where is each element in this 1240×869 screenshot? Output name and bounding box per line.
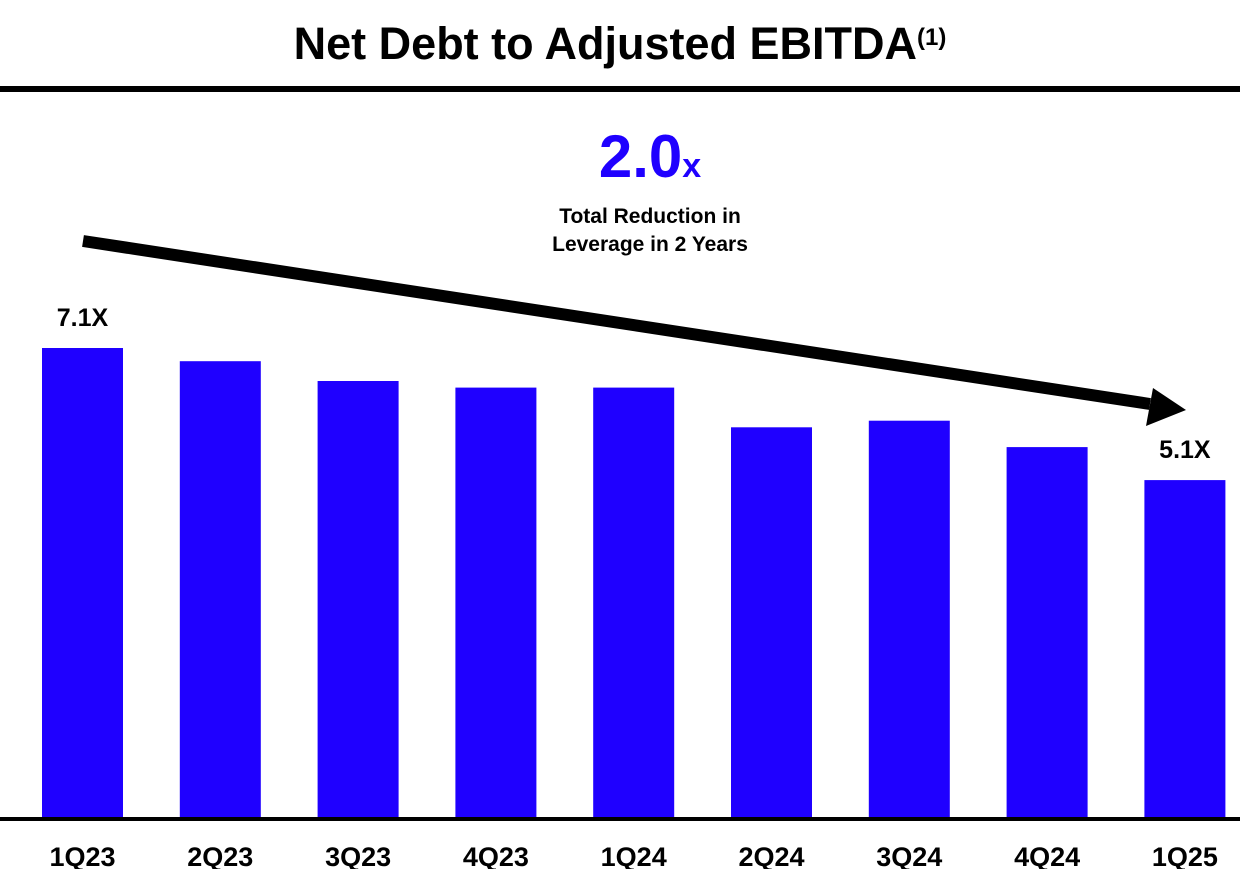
category-label-2q24: 2Q24 [738, 842, 804, 869]
chart-title-text: Net Debt to Adjusted EBITDA [293, 18, 917, 69]
chart-title: Net Debt to Adjusted EBITDA(1) [0, 14, 1240, 74]
bar-4q23 [455, 387, 537, 817]
category-label-4q24: 4Q24 [1014, 842, 1080, 869]
trend-arrow [82, 235, 1186, 426]
bar-1q24 [593, 387, 675, 817]
category-label-1q24: 1Q24 [601, 842, 667, 869]
category-label-1q23: 1Q23 [49, 842, 115, 869]
data-label-1q23: 7.1X [57, 304, 109, 332]
bar-3q24 [868, 420, 950, 817]
category-label-2q23: 2Q23 [187, 842, 253, 869]
category-label-4q23: 4Q23 [463, 842, 529, 869]
bar-4q24 [1006, 447, 1088, 817]
title-divider [0, 86, 1240, 92]
trend-arrowhead [1146, 388, 1186, 426]
callout-line-2: Leverage in 2 Years [552, 233, 748, 256]
callout-unit: x [682, 147, 702, 185]
callout-line-1: Total Reduction in [559, 205, 741, 228]
bar-1q23 [42, 348, 123, 817]
callout-number: 2.0 [598, 123, 683, 190]
callout-description: Total Reduction in Leverage in 2 Years [470, 203, 830, 259]
category-label-1q25: 1Q25 [1152, 842, 1218, 869]
bar-2q24 [731, 427, 812, 817]
trend-arrow-shaft [82, 235, 1151, 410]
category-label-3q24: 3Q24 [876, 842, 942, 869]
bar-2q23 [179, 361, 261, 817]
bar-1q25 [1144, 480, 1226, 817]
category-labels: 1Q23 2Q23 3Q23 4Q23 1Q24 2Q24 3Q24 4Q24 1Q25 [49, 842, 1217, 869]
data-labels: 7.1X 5.1X [57, 304, 1211, 464]
category-label-3q23: 3Q23 [325, 842, 391, 869]
bar-series [42, 348, 1226, 817]
callout-value: 2.0x [550, 122, 750, 201]
data-label-1q25: 5.1X [1159, 436, 1211, 464]
bar-3q23 [317, 381, 399, 817]
title-footnote: (1) [916, 24, 947, 51]
